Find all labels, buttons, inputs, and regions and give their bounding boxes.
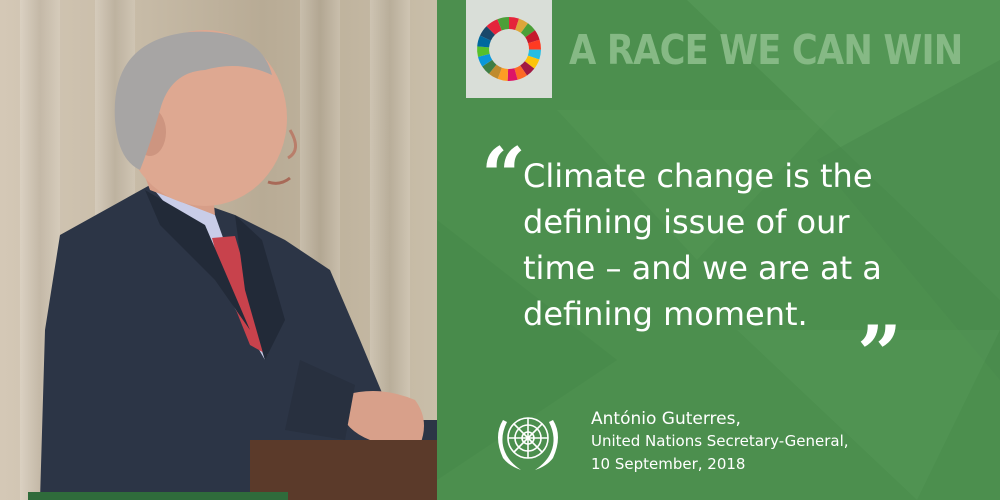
attribution-name: António Guterres,	[591, 409, 741, 429]
close-quote-icon: ”	[857, 309, 902, 400]
quote-panel: A RACE WE CAN WIN “ Climate change is th…	[437, 0, 1000, 500]
speaker-figure	[40, 30, 437, 500]
speaker-photo	[0, 0, 437, 500]
background-pattern	[437, 0, 1000, 500]
sdg-logo-box	[466, 0, 552, 98]
quote-line: defining moment.	[523, 295, 808, 333]
attribution-date: 10 September, 2018	[591, 455, 746, 473]
un-emblem-icon	[498, 417, 558, 470]
attribution-role: United Nations Secretary-General,	[591, 432, 849, 450]
quote-line: defining issue of our	[523, 203, 850, 241]
quote-line: Climate change is the	[523, 157, 873, 195]
podium	[250, 440, 437, 500]
quote-line: time – and we are at a	[523, 249, 882, 287]
sdg-wheel-icon	[477, 16, 542, 82]
open-quote-icon: “	[481, 131, 526, 222]
campaign-tagline: A RACE WE CAN WIN	[569, 26, 963, 74]
podium-edge	[28, 492, 288, 500]
quote-text: Climate change is the defining issue of …	[523, 153, 963, 337]
attribution: António Guterres, United Nations Secreta…	[591, 408, 849, 476]
